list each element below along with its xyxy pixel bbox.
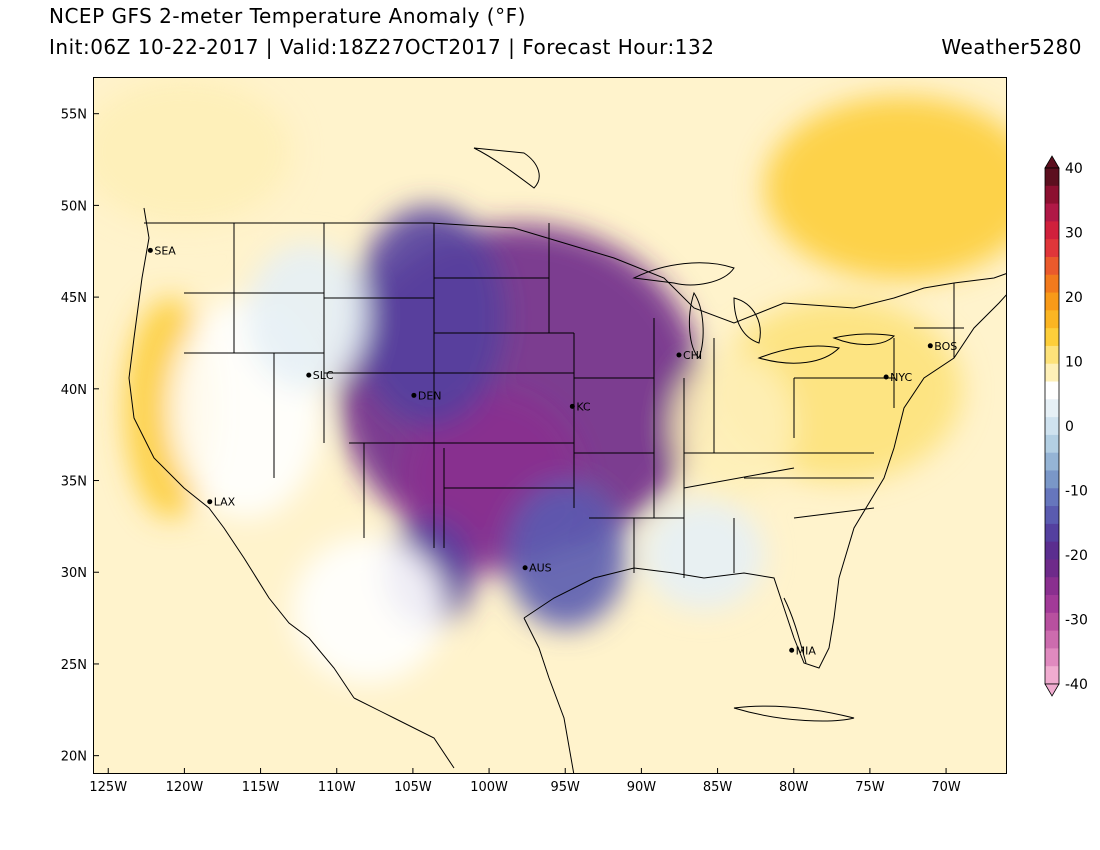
colorbar-segment xyxy=(1045,630,1059,649)
colorbar-segment xyxy=(1045,363,1059,383)
anomaly-blob-13 xyxy=(292,536,445,684)
colorbar-segment xyxy=(1045,470,1059,489)
lon-tick-label: 105W xyxy=(394,780,432,795)
anomaly-blob-5 xyxy=(94,78,293,225)
temperature-anomaly-map: SEA SLC DEN LAX KC AUS CHI NYC BOS MIA xyxy=(94,78,1006,773)
colorbar-segment xyxy=(1045,310,1059,329)
city-dot-aus xyxy=(522,565,528,571)
city-label-bos: BOS xyxy=(934,340,957,353)
city-dot-lax xyxy=(207,499,213,505)
colorbar-segment xyxy=(1045,648,1059,667)
lon-tick-label: 115W xyxy=(242,780,280,795)
colorbar-segment xyxy=(1045,488,1059,507)
colorbar-segment xyxy=(1045,506,1059,525)
colorbar-label: 40 xyxy=(1065,161,1083,177)
lat-tick-label: 25N xyxy=(61,658,87,673)
colorbar-label: 10 xyxy=(1065,355,1083,371)
lat-tick-label: 35N xyxy=(61,475,87,490)
colorbar-segment xyxy=(1045,666,1059,685)
lat-tick-label: 45N xyxy=(61,291,87,306)
colorbar-segment xyxy=(1045,381,1059,400)
brand-label: Weather5280 xyxy=(941,35,1082,59)
colorbar-segment xyxy=(1045,292,1059,311)
city-dot-kc xyxy=(569,403,575,409)
colorbar-label: -40 xyxy=(1065,677,1088,693)
lat-tick-label: 30N xyxy=(61,566,87,581)
colorbar-segment xyxy=(1045,523,1059,543)
colorbar-label: -10 xyxy=(1065,484,1088,500)
city-markers: SEA SLC DEN LAX KC AUS CHI NYC BOS MIA xyxy=(147,244,957,657)
city-dot-sea xyxy=(147,247,153,253)
colorbar-segment xyxy=(1045,328,1059,347)
anomaly-blob-8 xyxy=(246,243,369,390)
colorbar-label: 0 xyxy=(1065,419,1074,435)
colorbar-segment xyxy=(1045,399,1059,418)
lon-tick-label: 80W xyxy=(779,780,809,795)
colorbar-segment xyxy=(1045,559,1059,578)
city-dot-bos xyxy=(927,343,933,349)
city-label-nyc: NYC xyxy=(890,371,912,384)
colorbar-label: -30 xyxy=(1065,613,1088,629)
colorbar-label: 30 xyxy=(1065,226,1083,242)
colorbar-segment xyxy=(1045,185,1059,205)
city-label-slc: SLC xyxy=(313,369,334,382)
colorbar-segment xyxy=(1045,345,1059,365)
lon-tick-label: 75W xyxy=(855,780,885,795)
colorbar-segment xyxy=(1045,417,1059,436)
lon-tick-label: 100W xyxy=(470,780,508,795)
colorbar-segment xyxy=(1045,239,1059,258)
lon-tick-label: 110W xyxy=(318,780,356,795)
map-subtitle: Init:06Z 10-22-2017 | Valid:18Z27OCT2017… xyxy=(49,35,715,59)
lon-tick-label: 90W xyxy=(627,780,657,795)
colorbar-label: -20 xyxy=(1065,548,1088,564)
colorbar-frame xyxy=(1044,167,1060,685)
colorbar-segment xyxy=(1045,274,1059,294)
anomaly-blob-2 xyxy=(352,206,506,427)
lon-tick-label: 120W xyxy=(166,780,204,795)
lat-tick-label: 50N xyxy=(61,199,87,214)
city-label-den: DEN xyxy=(418,389,442,402)
colorbar-segment xyxy=(1045,541,1059,560)
colorbar-segment xyxy=(1045,168,1059,187)
city-label-lax: LAX xyxy=(214,496,236,509)
map-title: NCEP GFS 2-meter Temperature Anomaly (°F… xyxy=(49,4,526,28)
city-dot-nyc xyxy=(883,374,889,380)
map-panel: SEA SLC DEN LAX KC AUS CHI NYC BOS MIA xyxy=(93,77,1007,774)
colorbar-segment xyxy=(1045,595,1059,614)
colorbar-segment xyxy=(1045,203,1059,222)
city-dot-slc xyxy=(306,372,312,378)
city-label-mia: MIA xyxy=(796,644,817,657)
lon-tick-label: 85W xyxy=(703,780,733,795)
colorbar-label: 20 xyxy=(1065,290,1083,306)
colorbar-segment xyxy=(1045,612,1059,632)
colorbar-segment xyxy=(1045,452,1059,471)
lon-tick-label: 70W xyxy=(931,780,961,795)
city-dot-chi xyxy=(676,352,682,358)
anomaly-blob-3 xyxy=(505,481,628,629)
colorbar-segment xyxy=(1045,256,1059,276)
colorbar-segment xyxy=(1045,577,1059,596)
city-label-sea: SEA xyxy=(154,244,176,257)
anomaly-blob-12 xyxy=(642,499,765,610)
lon-tick-label: 125W xyxy=(89,780,127,795)
colorbar-segment xyxy=(1045,221,1059,240)
lat-tick-label: 55N xyxy=(61,108,87,123)
city-label-chi: CHI xyxy=(683,349,702,362)
city-label-kc: KC xyxy=(576,400,591,413)
city-label-aus: AUS xyxy=(529,562,552,575)
lat-tick-label: 40N xyxy=(61,383,87,398)
colorbar-max-arrow xyxy=(1044,155,1060,169)
lon-tick-label: 95W xyxy=(551,780,581,795)
city-dot-den xyxy=(411,392,417,398)
anomaly-blob-10 xyxy=(764,96,1006,280)
city-dot-mia xyxy=(789,647,795,653)
state-borders xyxy=(128,147,1006,773)
colorbar-segment xyxy=(1045,434,1059,454)
anomaly-blob-11 xyxy=(672,353,795,500)
lat-tick-label: 20N xyxy=(61,750,87,765)
colorbar-min-arrow xyxy=(1044,683,1060,697)
